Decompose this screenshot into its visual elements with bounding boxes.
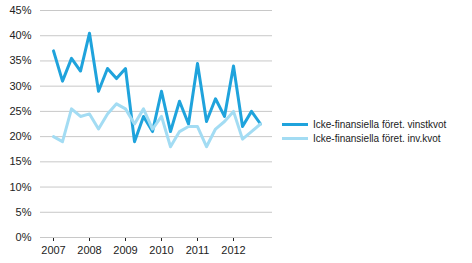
html-text:Icke-finansiella föret. vinstk: Icke-finansiella föret. vinstkvot <box>313 119 447 130</box>
svg-text:2011: 2011 <box>186 244 210 256</box>
svg-text:25%: 25% <box>9 105 31 117</box>
svg-text:5%: 5% <box>16 206 32 218</box>
svg-text:0%: 0% <box>16 231 32 243</box>
svg-text:20%: 20% <box>9 130 31 142</box>
svg-text:30%: 30% <box>9 80 31 92</box>
html-text:Icke-finansiella föret. inv.kv: Icke-finansiella föret. inv.kvot <box>313 133 441 144</box>
svg-text:35%: 35% <box>9 54 31 66</box>
svg-text:2012: 2012 <box>221 244 245 256</box>
svg-text:2007: 2007 <box>41 244 65 256</box>
svg-text:2008: 2008 <box>77 244 101 256</box>
svg-text:40%: 40% <box>9 29 31 41</box>
svg-text:2010: 2010 <box>149 244 173 256</box>
svg-text:15%: 15% <box>9 155 31 167</box>
svg-text:10%: 10% <box>9 181 31 193</box>
svg-text:45%: 45% <box>9 4 31 16</box>
svg-text:2009: 2009 <box>113 244 137 256</box>
